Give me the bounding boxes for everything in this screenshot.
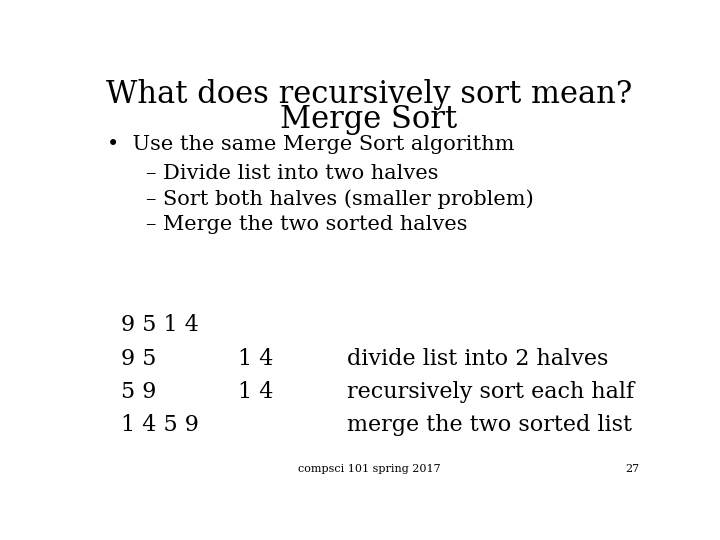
Text: compsci 101 spring 2017: compsci 101 spring 2017	[297, 464, 441, 474]
Text: 9 5: 9 5	[121, 348, 156, 369]
Text: – Sort both halves (smaller problem): – Sort both halves (smaller problem)	[145, 190, 534, 209]
Text: divide list into 2 halves: divide list into 2 halves	[347, 348, 608, 369]
Text: – Merge the two sorted halves: – Merge the two sorted halves	[145, 215, 467, 234]
Text: What does recursively sort mean?: What does recursively sort mean?	[106, 79, 632, 110]
Text: merge the two sorted list: merge the two sorted list	[347, 414, 631, 436]
Text: 9 5 1 4: 9 5 1 4	[121, 314, 199, 336]
Text: 1 4: 1 4	[238, 348, 274, 369]
Text: 1 4: 1 4	[238, 381, 274, 403]
Text: recursively sort each half: recursively sort each half	[347, 381, 634, 403]
Text: – Divide list into two halves: – Divide list into two halves	[145, 164, 438, 183]
Text: •  Use the same Merge Sort algorithm: • Use the same Merge Sort algorithm	[107, 136, 514, 154]
Text: 5 9: 5 9	[121, 381, 156, 403]
Text: Merge Sort: Merge Sort	[280, 104, 458, 136]
Text: 1 4 5 9: 1 4 5 9	[121, 414, 199, 436]
Text: 27: 27	[626, 464, 639, 474]
